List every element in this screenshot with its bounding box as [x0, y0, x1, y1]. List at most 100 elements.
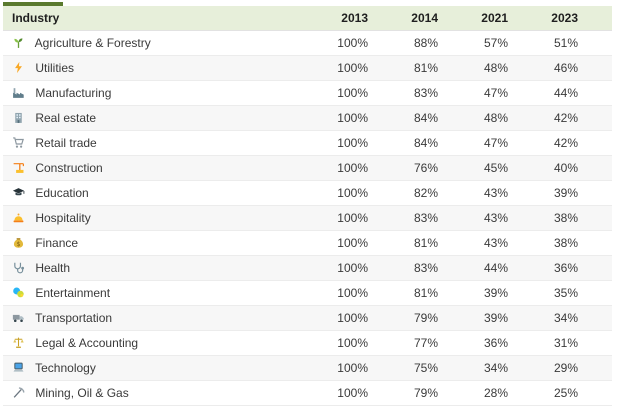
value-cell: 38% [526, 230, 612, 256]
value-cell: 83% [386, 255, 456, 281]
value-cell: 100% [316, 55, 386, 81]
value-cell: 84% [386, 105, 456, 131]
value-cell: 100% [316, 255, 386, 281]
table-row: Manufacturing 100% 83% 47% 44% [3, 80, 612, 106]
pickaxe-icon [12, 386, 25, 399]
value-cell: 42% [526, 130, 612, 156]
table-row: Real estate 100% 84% 48% 42% [3, 105, 612, 131]
value-cell: 36% [526, 255, 612, 281]
balance-scale-icon [12, 336, 25, 349]
header-row: Industry 2013 2014 2021 2023 [3, 6, 612, 31]
value-cell: 46% [526, 55, 612, 81]
value-cell: 34% [526, 305, 612, 331]
value-cell: 100% [316, 105, 386, 131]
value-cell: 43% [456, 230, 526, 256]
value-cell: 28% [456, 380, 526, 406]
table-row: Education 100% 82% 43% 39% [3, 180, 612, 206]
table-row: Agriculture & Forestry 100% 88% 57% 51% [3, 30, 612, 56]
table-row: Mining, Oil & Gas 100% 79% 28% 25% [3, 380, 612, 406]
value-cell: 31% [526, 330, 612, 356]
table-row: Hospitality 100% 83% 43% 38% [3, 205, 612, 231]
column-header-2013: 2013 [316, 6, 386, 31]
laptop-icon [12, 361, 25, 374]
money-bag-icon: $ [12, 236, 25, 249]
industry-label: Technology [35, 361, 96, 375]
graduation-cap-icon [12, 186, 25, 199]
value-cell: 51% [526, 30, 612, 56]
table-row: Transportation 100% 79% 39% 34% [3, 305, 612, 331]
value-cell: 48% [456, 105, 526, 131]
value-cell: 43% [456, 180, 526, 206]
table-row: Retail trade 100% 84% 47% 42% [3, 130, 612, 156]
value-cell: 35% [526, 280, 612, 306]
value-cell: 44% [526, 80, 612, 106]
value-cell: 100% [316, 80, 386, 106]
industry-label: Entertainment [35, 286, 111, 300]
value-cell: 100% [316, 155, 386, 181]
accent-bar [3, 2, 63, 6]
table-row: Legal & Accounting 100% 77% 36% 31% [3, 330, 612, 356]
value-cell: 100% [316, 130, 386, 156]
value-cell: 100% [316, 180, 386, 206]
value-cell: 76% [386, 155, 456, 181]
industry-label: Hospitality [35, 211, 91, 225]
value-cell: 79% [386, 305, 456, 331]
svg-text:$: $ [17, 241, 21, 248]
value-cell: 100% [316, 280, 386, 306]
value-cell: 77% [386, 330, 456, 356]
value-cell: 100% [316, 230, 386, 256]
value-cell: 36% [456, 330, 526, 356]
bellhop-bell-icon [12, 211, 25, 224]
value-cell: 100% [316, 330, 386, 356]
industry-label: Agriculture & Forestry [34, 36, 151, 50]
value-cell: 29% [526, 355, 612, 381]
value-cell: 43% [456, 205, 526, 231]
value-cell: 75% [386, 355, 456, 381]
value-cell: 34% [456, 355, 526, 381]
industry-label: Health [35, 261, 71, 275]
value-cell: 88% [386, 30, 456, 56]
industry-label: Transportation [35, 311, 113, 325]
industry-label: Mining, Oil & Gas [35, 386, 129, 400]
high-voltage-icon [12, 61, 25, 74]
value-cell: 39% [526, 180, 612, 206]
industry-label: Finance [35, 236, 79, 250]
value-cell: 42% [526, 105, 612, 131]
industry-label: Manufacturing [35, 86, 112, 100]
value-cell: 25% [526, 380, 612, 406]
table-row: Utilities 100% 81% 48% 46% [3, 55, 612, 81]
value-cell: 79% [386, 380, 456, 406]
column-header-2023: 2023 [526, 6, 612, 31]
office-building-icon [12, 111, 25, 124]
column-header-industry: Industry [3, 6, 316, 31]
value-cell: 81% [386, 230, 456, 256]
value-cell: 83% [386, 205, 456, 231]
value-cell: 81% [386, 55, 456, 81]
industry-index-table: Industry 2013 2014 2021 2023 Agriculture… [3, 6, 612, 406]
value-cell: 38% [526, 205, 612, 231]
factory-icon [12, 86, 25, 99]
value-cell: 100% [316, 305, 386, 331]
value-cell: 45% [456, 155, 526, 181]
value-cell: 40% [526, 155, 612, 181]
value-cell: 82% [386, 180, 456, 206]
stethoscope-icon [12, 261, 25, 274]
table-row: Construction 100% 76% 45% 40% [3, 155, 612, 181]
industry-label: Retail trade [35, 136, 97, 150]
value-cell: 100% [316, 380, 386, 406]
table-row: $ Finance 100% 81% 43% 38% [3, 230, 612, 256]
value-cell: 44% [456, 255, 526, 281]
column-header-2021: 2021 [456, 6, 526, 31]
value-cell: 48% [456, 55, 526, 81]
industry-label: Construction [35, 161, 103, 175]
industry-label: Legal & Accounting [35, 336, 139, 350]
value-cell: 39% [456, 305, 526, 331]
value-cell: 39% [456, 280, 526, 306]
value-cell: 47% [456, 80, 526, 106]
shopping-cart-icon [12, 136, 25, 149]
crane-icon [12, 161, 25, 174]
industry-label: Real estate [35, 111, 97, 125]
column-header-2014: 2014 [386, 6, 456, 31]
value-cell: 47% [456, 130, 526, 156]
